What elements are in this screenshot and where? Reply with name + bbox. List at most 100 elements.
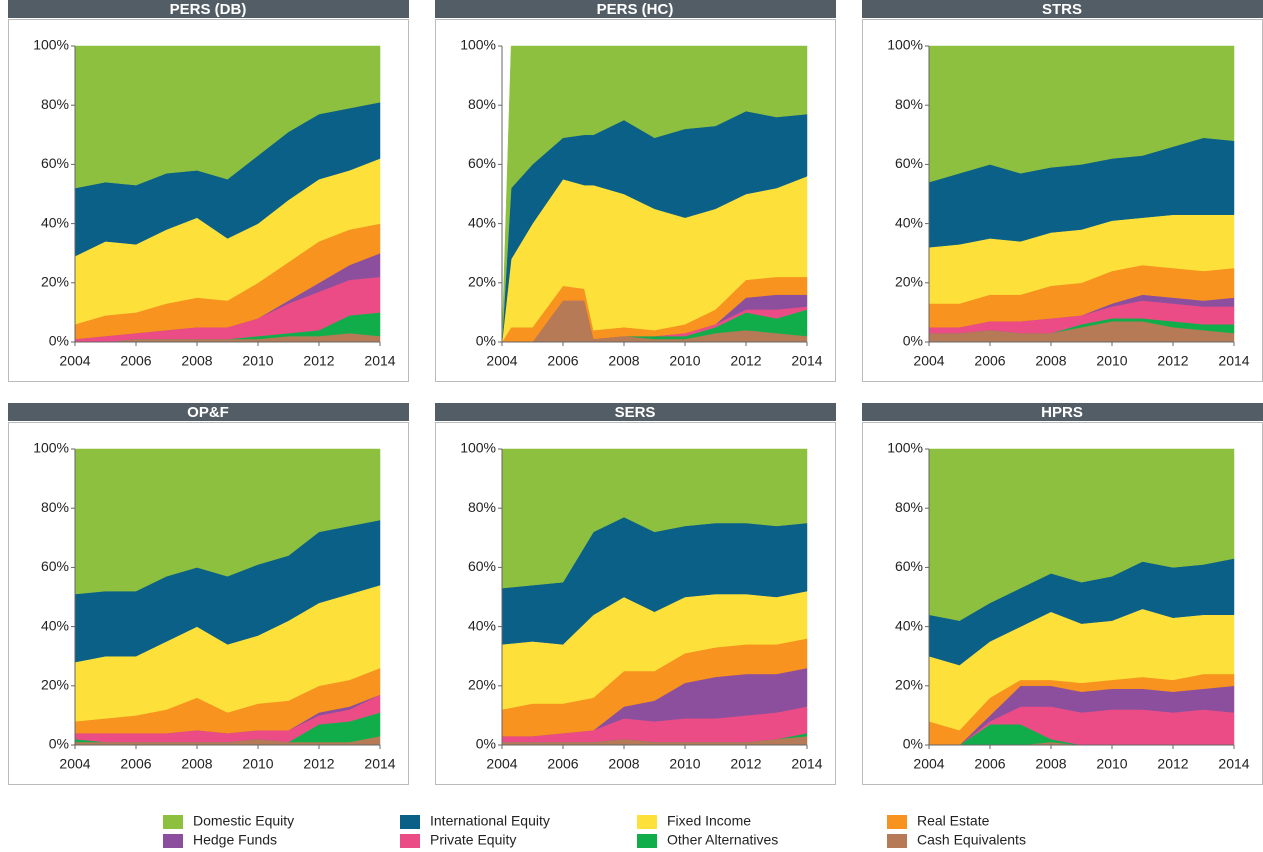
y-tick-label: 0% bbox=[49, 736, 69, 752]
legend-swatch bbox=[400, 834, 420, 848]
x-tick-label: 2014 bbox=[791, 756, 822, 772]
x-tick-label: 2008 bbox=[1035, 756, 1066, 772]
x-tick-label: 2010 bbox=[669, 353, 700, 369]
x-tick-label: 2012 bbox=[303, 353, 334, 369]
panel-title: OP&F bbox=[187, 404, 229, 421]
y-tick-label: 20% bbox=[468, 274, 496, 290]
legend-label: Real Estate bbox=[917, 813, 990, 829]
panel-border bbox=[435, 19, 836, 382]
y-tick-label: 0% bbox=[49, 333, 69, 349]
x-tick-label: 2012 bbox=[730, 756, 761, 772]
y-tick-label: 0% bbox=[903, 736, 923, 752]
legend-label: International Equity bbox=[430, 813, 550, 829]
legend-label: Domestic Equity bbox=[193, 813, 294, 829]
y-tick-label: 100% bbox=[33, 37, 69, 53]
legend-swatch bbox=[400, 815, 420, 829]
legend-swatch bbox=[637, 834, 657, 848]
x-tick-label: 2014 bbox=[791, 353, 822, 369]
y-tick-label: 40% bbox=[41, 617, 69, 633]
area bbox=[501, 448, 808, 589]
y-tick-label: 100% bbox=[460, 37, 496, 53]
y-tick-label: 20% bbox=[895, 677, 923, 693]
legend-swatch bbox=[637, 815, 657, 829]
x-tick-label: 2012 bbox=[1157, 353, 1188, 369]
legend-swatch bbox=[163, 815, 183, 829]
panel-header bbox=[862, 0, 1263, 18]
y-tick-label: 80% bbox=[468, 96, 496, 112]
y-tick-label: 0% bbox=[476, 736, 496, 752]
area bbox=[928, 45, 1235, 183]
x-tick-label: 2008 bbox=[181, 353, 212, 369]
y-tick-label: 80% bbox=[41, 499, 69, 515]
y-tick-label: 80% bbox=[41, 96, 69, 112]
y-tick-label: 100% bbox=[33, 440, 69, 456]
x-tick-label: 2012 bbox=[303, 756, 334, 772]
y-tick-label: 60% bbox=[895, 558, 923, 574]
x-tick-label: 2004 bbox=[913, 353, 944, 369]
x-tick-label: 2006 bbox=[547, 353, 578, 369]
legend-label: Other Alternatives bbox=[667, 832, 778, 848]
panel-title: HPRS bbox=[1041, 404, 1083, 421]
x-tick-label: 2008 bbox=[608, 756, 639, 772]
panel-title: SERS bbox=[615, 404, 656, 421]
area bbox=[74, 448, 381, 595]
legend-label: Cash Equivalents bbox=[917, 832, 1026, 848]
y-tick-label: 100% bbox=[460, 440, 496, 456]
legend-swatch bbox=[887, 834, 907, 848]
panel-title: STRS bbox=[1042, 1, 1082, 18]
y-tick-label: 100% bbox=[887, 37, 923, 53]
y-tick-label: 40% bbox=[468, 617, 496, 633]
x-tick-label: 2012 bbox=[1157, 756, 1188, 772]
y-tick-label: 40% bbox=[895, 617, 923, 633]
panel-header bbox=[435, 403, 836, 421]
x-tick-label: 2006 bbox=[120, 756, 151, 772]
x-tick-label: 2014 bbox=[1218, 353, 1249, 369]
y-tick-label: 20% bbox=[41, 274, 69, 290]
x-tick-label: 2014 bbox=[364, 756, 395, 772]
legend-label: Hedge Funds bbox=[193, 832, 277, 848]
panel-header bbox=[862, 403, 1263, 421]
panel-border bbox=[435, 422, 836, 785]
legend-swatch bbox=[887, 815, 907, 829]
y-tick-label: 60% bbox=[468, 155, 496, 171]
panel-header bbox=[8, 403, 409, 421]
x-tick-label: 2008 bbox=[608, 353, 639, 369]
panel-border bbox=[8, 422, 409, 785]
x-tick-label: 2006 bbox=[120, 353, 151, 369]
panel-header bbox=[435, 0, 836, 18]
x-tick-label: 2006 bbox=[974, 353, 1005, 369]
x-tick-label: 2014 bbox=[1218, 756, 1249, 772]
y-tick-label: 20% bbox=[895, 274, 923, 290]
y-tick-label: 40% bbox=[41, 214, 69, 230]
y-tick-label: 0% bbox=[903, 333, 923, 349]
panel-header bbox=[8, 0, 409, 18]
area bbox=[928, 448, 1235, 621]
x-tick-label: 2010 bbox=[1096, 353, 1127, 369]
x-tick-label: 2006 bbox=[974, 756, 1005, 772]
area bbox=[74, 45, 381, 189]
y-tick-label: 100% bbox=[887, 440, 923, 456]
x-tick-label: 2008 bbox=[181, 756, 212, 772]
y-tick-label: 0% bbox=[476, 333, 496, 349]
y-tick-label: 80% bbox=[468, 499, 496, 515]
y-tick-label: 60% bbox=[41, 155, 69, 171]
x-tick-label: 2004 bbox=[486, 353, 517, 369]
y-tick-label: 20% bbox=[41, 677, 69, 693]
panel-border bbox=[8, 19, 409, 382]
x-tick-label: 2010 bbox=[669, 756, 700, 772]
y-tick-label: 20% bbox=[468, 677, 496, 693]
y-tick-label: 60% bbox=[895, 155, 923, 171]
y-tick-label: 40% bbox=[895, 214, 923, 230]
x-tick-label: 2010 bbox=[242, 756, 273, 772]
y-tick-label: 80% bbox=[895, 499, 923, 515]
panel-title: PERS (DB) bbox=[170, 1, 247, 18]
x-tick-label: 2012 bbox=[730, 353, 761, 369]
legend-label: Private Equity bbox=[430, 832, 516, 848]
legend-swatch bbox=[163, 834, 183, 848]
legend-label: Fixed Income bbox=[667, 813, 751, 829]
panel-title: PERS (HC) bbox=[597, 1, 674, 18]
y-tick-label: 60% bbox=[468, 558, 496, 574]
x-tick-label: 2008 bbox=[1035, 353, 1066, 369]
